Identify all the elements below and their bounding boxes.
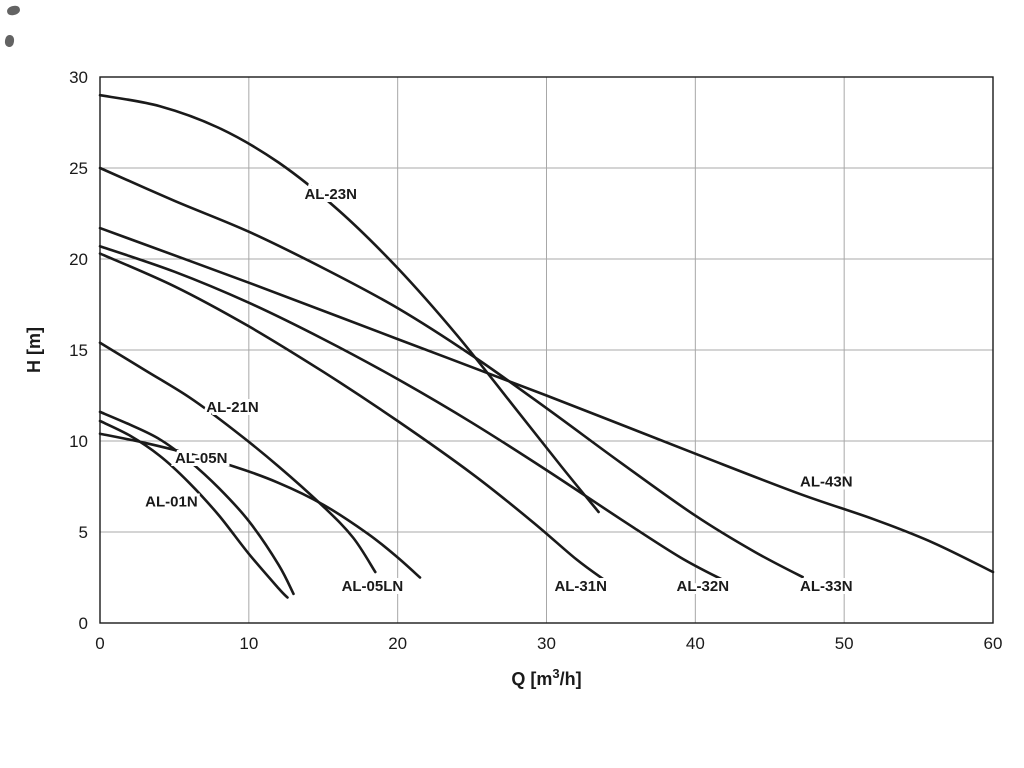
x-tick-label: 40 xyxy=(686,634,705,653)
series-label-AL-31N: AL-31N xyxy=(554,578,607,595)
curve-AL-32N xyxy=(98,244,727,583)
x-tick-label: 30 xyxy=(537,634,556,653)
y-tick-label: 30 xyxy=(69,68,88,87)
x-axis-title: Q [m3/h] xyxy=(511,666,581,689)
y-tick-label: 10 xyxy=(69,432,88,451)
curve-AL-05N xyxy=(98,410,295,596)
series-label-AL-43N: AL-43N xyxy=(800,474,853,491)
x-tick-label: 60 xyxy=(984,634,1003,653)
series-label-AL-33N: AL-33N xyxy=(800,578,853,595)
x-tick-label: 50 xyxy=(835,634,854,653)
y-tick-label: 20 xyxy=(69,250,88,269)
x-tick-label: 20 xyxy=(388,634,407,653)
curve-AL-43N xyxy=(98,226,995,574)
curve-AL-05LN xyxy=(98,432,422,579)
series-label-AL-32N: AL-32N xyxy=(677,578,730,595)
series-label-AL-01N: AL-01N xyxy=(145,494,198,511)
curve-AL-21N xyxy=(98,341,377,574)
y-tick-label: 25 xyxy=(69,159,88,178)
y-tick-label: 15 xyxy=(69,341,88,360)
x-tick-label: 0 xyxy=(95,634,104,653)
series-label-AL-05N: AL-05N xyxy=(175,450,228,467)
series-label-AL-21N: AL-21N xyxy=(206,399,259,416)
curve-AL-31N xyxy=(98,252,608,583)
y-tick-label: 0 xyxy=(79,614,88,633)
plot-border xyxy=(99,76,994,624)
y-tick-label: 5 xyxy=(79,523,88,542)
x-tick-label: 10 xyxy=(239,634,258,653)
y-axis-title: H [m] xyxy=(24,327,44,373)
curve-AL-33N xyxy=(98,166,809,581)
series-label-AL-23N: AL-23N xyxy=(304,186,357,203)
series-label-AL-05LN: AL-05LN xyxy=(342,578,404,595)
curve-AL-01N xyxy=(98,419,289,599)
curve-AL-23N xyxy=(98,93,600,514)
